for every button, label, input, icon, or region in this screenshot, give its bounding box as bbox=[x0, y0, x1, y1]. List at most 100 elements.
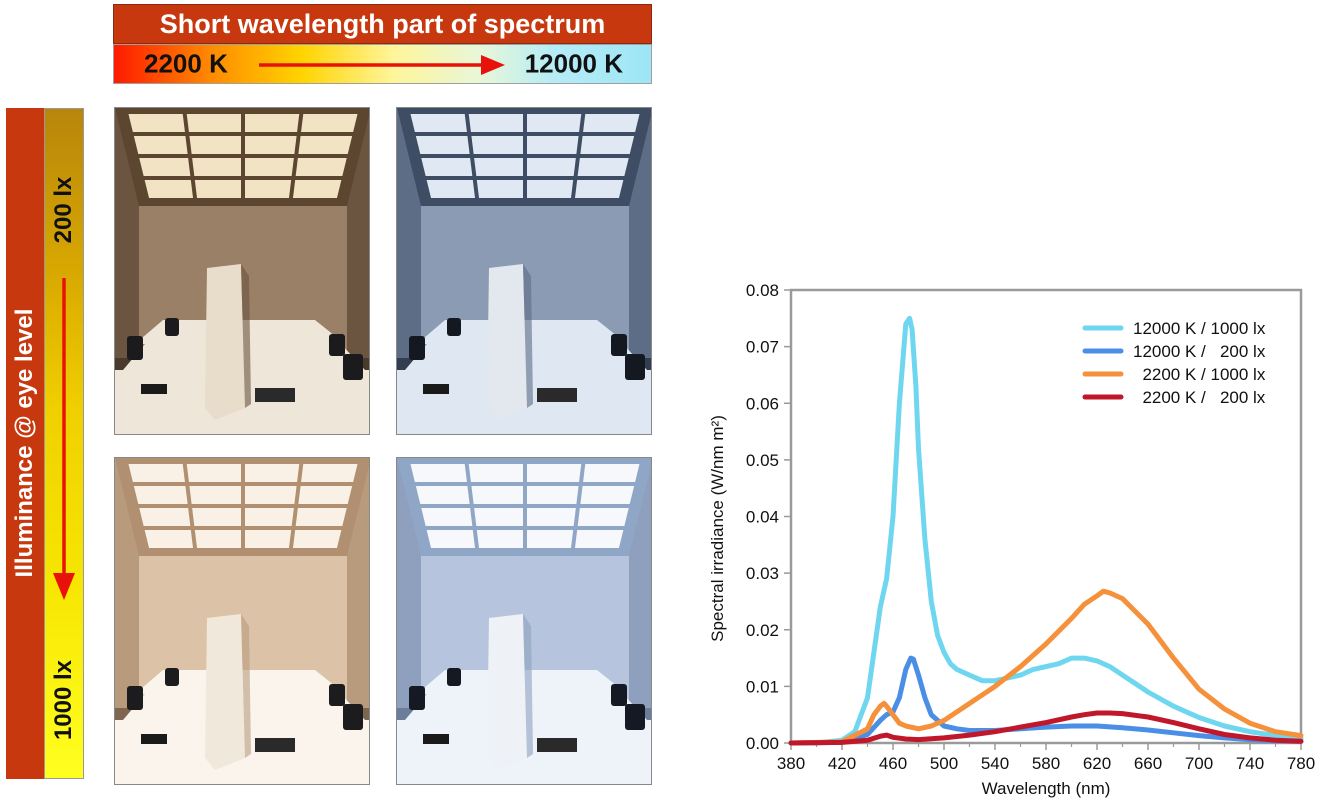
chair bbox=[611, 334, 627, 356]
ceiling-light-panel bbox=[415, 136, 470, 154]
ceiling-light-panel bbox=[144, 180, 194, 198]
ceiling-light-panel bbox=[468, 464, 523, 482]
room-photo-12000k-1000lx bbox=[396, 457, 652, 785]
y-tick-label: 0.00 bbox=[746, 734, 779, 753]
towel-stand bbox=[205, 614, 245, 770]
ceiling-light-panel bbox=[583, 114, 640, 132]
ceiling-light-panel bbox=[421, 158, 473, 176]
x-tick-label: 420 bbox=[828, 754, 856, 773]
ceiling-light-panel bbox=[527, 114, 582, 132]
ceiling-light-panel bbox=[468, 114, 523, 132]
ceiling-light-panel bbox=[245, 464, 300, 482]
towel-stand bbox=[487, 614, 527, 770]
ceiling-light-panel bbox=[301, 464, 358, 482]
ceiling-light-panel bbox=[295, 158, 347, 176]
ceiling-light-panel bbox=[194, 180, 241, 198]
ceiling-light-panel bbox=[577, 158, 629, 176]
ceiling-light-panel bbox=[144, 530, 194, 548]
ceiling-light-panel bbox=[189, 486, 241, 504]
device bbox=[537, 388, 577, 402]
ceiling-light-panel bbox=[476, 180, 523, 198]
legend-label: 2200 K / 200 lx bbox=[1133, 388, 1266, 407]
cct-gradient-bar: 2200 K 12000 K bbox=[113, 44, 652, 84]
x-tick-label: 660 bbox=[1134, 754, 1162, 773]
ceiling-light-panel bbox=[139, 508, 191, 526]
chair bbox=[409, 686, 425, 710]
x-tick-label: 700 bbox=[1185, 754, 1213, 773]
down-arrow-icon bbox=[53, 278, 75, 600]
ceiling-light-panel bbox=[128, 464, 185, 482]
ceiling-light-panel bbox=[186, 464, 241, 482]
towel-stand-shadow bbox=[523, 614, 533, 758]
illuminance-low-label: 200 lx bbox=[50, 176, 77, 244]
device bbox=[423, 384, 449, 394]
chair bbox=[447, 318, 461, 336]
illuminance-high-label: 1000 lx bbox=[50, 659, 77, 741]
x-tick-label: 620 bbox=[1083, 754, 1111, 773]
x-tick-label: 500 bbox=[930, 754, 958, 773]
y-axis-label: Spectral irradiance (W/nm m²) bbox=[708, 415, 727, 642]
ceiling-light-panel bbox=[292, 180, 342, 198]
chair bbox=[625, 704, 645, 730]
ceiling-light-panel bbox=[476, 530, 523, 548]
ceiling-light-panel bbox=[527, 136, 579, 154]
ceiling-light-panel bbox=[527, 486, 579, 504]
chair bbox=[165, 668, 179, 686]
series-line bbox=[788, 710, 1304, 746]
series-line bbox=[788, 315, 1304, 746]
towel-stand-shadow bbox=[523, 264, 533, 408]
ceiling-light-panel bbox=[295, 508, 347, 526]
series-line bbox=[788, 588, 1304, 746]
device bbox=[537, 738, 577, 752]
y-tick-label: 0.08 bbox=[746, 281, 779, 300]
ceiling-light-panel bbox=[245, 530, 292, 548]
room-photo-2200k-1000lx bbox=[114, 457, 370, 785]
legend-label: 12000 K / 1000 lx bbox=[1133, 319, 1266, 338]
y-tick-label: 0.06 bbox=[746, 394, 779, 413]
device bbox=[141, 734, 167, 744]
chair bbox=[447, 668, 461, 686]
x-tick-label: 540 bbox=[981, 754, 1009, 773]
ceiling-light-panel bbox=[245, 136, 297, 154]
ceiling-light-panel bbox=[583, 464, 640, 482]
ceiling-light-panel bbox=[410, 464, 467, 482]
chair bbox=[127, 336, 143, 360]
x-tick-label: 460 bbox=[879, 754, 907, 773]
ceiling-light-panel bbox=[189, 136, 241, 154]
chair bbox=[625, 354, 645, 380]
ceiling-light-panel bbox=[133, 486, 188, 504]
ceiling-light-panel bbox=[527, 180, 574, 198]
spectral-irradiance-chart: 380 420 460 500 540 580 620 660 700 740 780 0.00 0.0… bbox=[700, 280, 1320, 806]
ceiling-light-panel bbox=[471, 486, 523, 504]
y-tick-label: 0.04 bbox=[746, 508, 779, 527]
ceiling-light-panel bbox=[574, 180, 624, 198]
ceiling-light-panel bbox=[245, 486, 297, 504]
ceiling-light-panel bbox=[527, 158, 576, 176]
cct-low-label: 2200 K bbox=[144, 48, 228, 79]
ceiling-light-panel bbox=[298, 486, 353, 504]
chair bbox=[329, 334, 345, 356]
y-tick-label: 0.01 bbox=[746, 677, 779, 696]
ceiling-light-panel bbox=[192, 508, 241, 526]
legend-label: 2200 K / 1000 lx bbox=[1133, 365, 1266, 384]
chair bbox=[343, 354, 363, 380]
device bbox=[423, 734, 449, 744]
ceiling-light-panel bbox=[580, 136, 635, 154]
room-photo-2200k-200lx bbox=[114, 107, 370, 435]
right-arrow-icon bbox=[259, 55, 505, 75]
ceiling-light-panel bbox=[474, 508, 523, 526]
ceiling-light-panel bbox=[580, 486, 635, 504]
chair bbox=[165, 318, 179, 336]
room-photo-12000k-200lx bbox=[396, 107, 652, 435]
towel-stand-shadow bbox=[241, 614, 251, 758]
x-tick-label: 380 bbox=[777, 754, 805, 773]
y-tick-label: 0.03 bbox=[746, 564, 779, 583]
ceiling-light-panel bbox=[471, 136, 523, 154]
ceiling-light-panel bbox=[192, 158, 241, 176]
ceiling-light-panel bbox=[194, 530, 241, 548]
ceiling-light-panel bbox=[292, 530, 342, 548]
x-tick-label: 580 bbox=[1032, 754, 1060, 773]
ceiling-light-panel bbox=[128, 114, 185, 132]
chair bbox=[611, 684, 627, 706]
x-tick-label: 780 bbox=[1287, 754, 1315, 773]
